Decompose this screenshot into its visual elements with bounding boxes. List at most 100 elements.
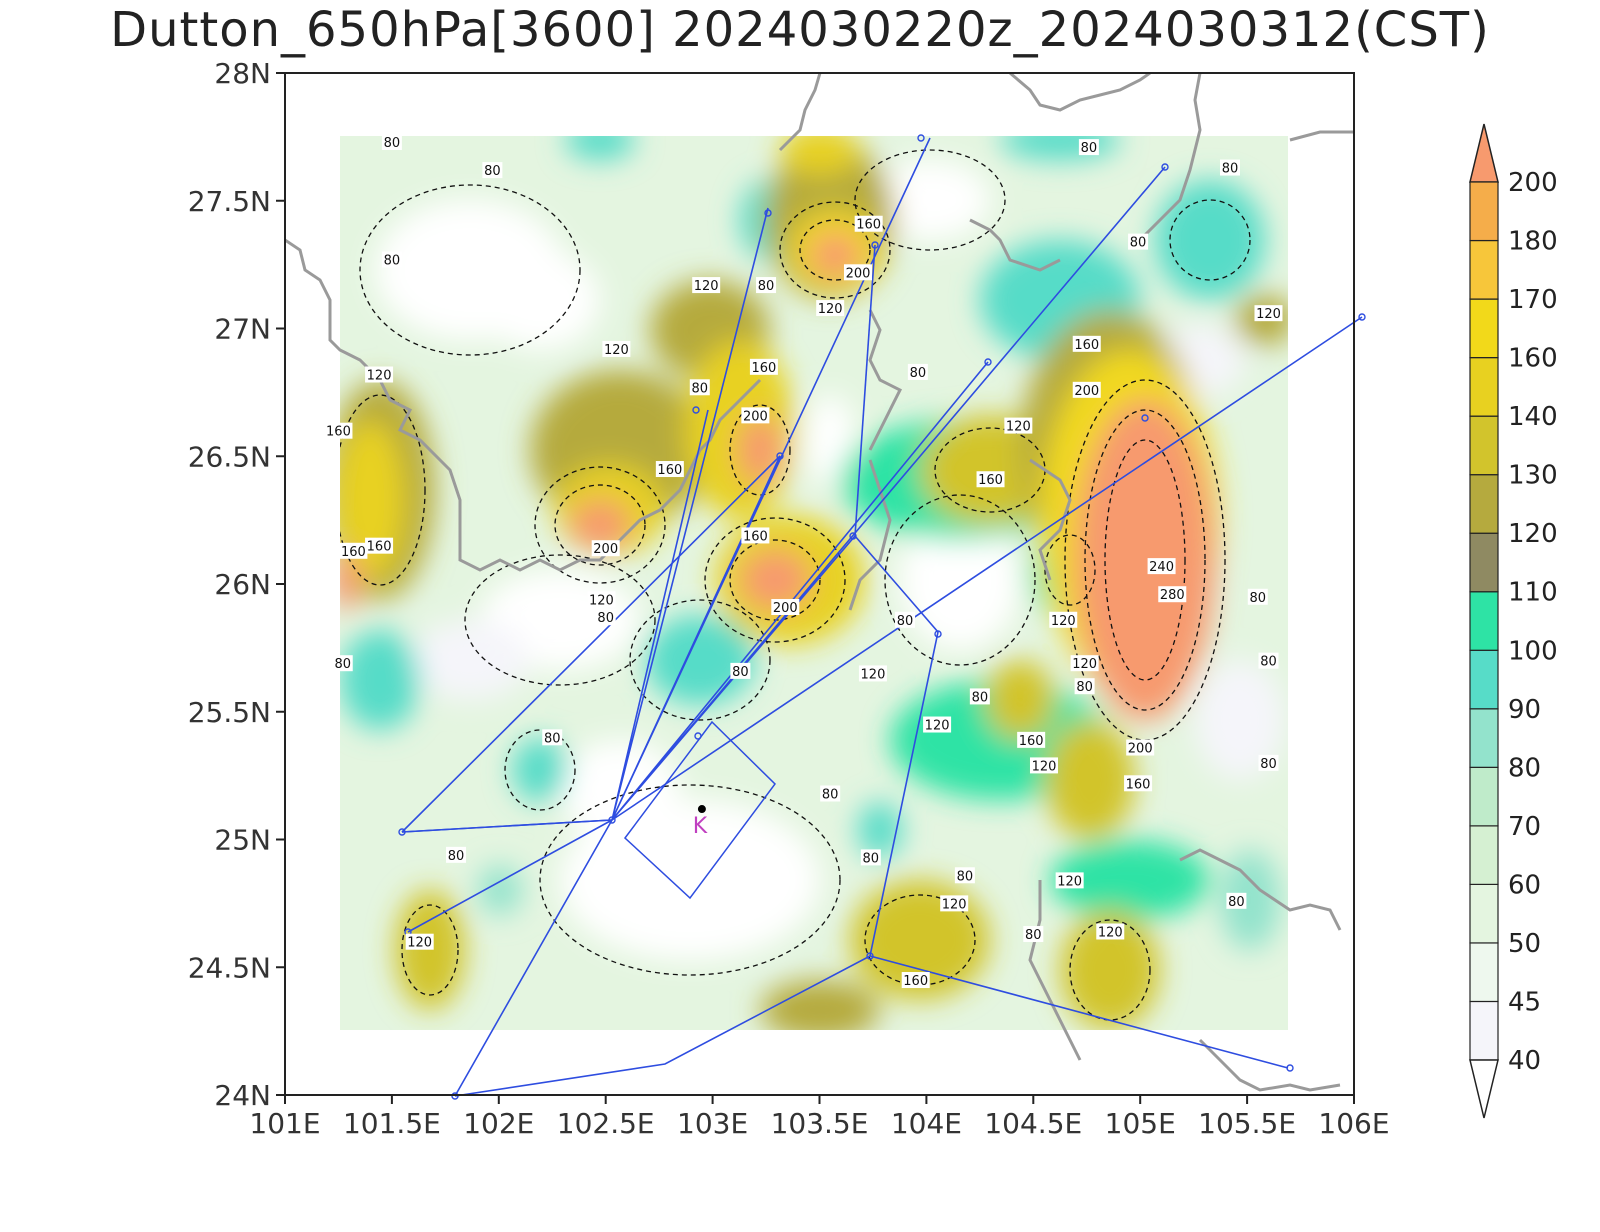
contour-label: 120 bbox=[925, 719, 950, 734]
x-tick-label: 103E bbox=[677, 1107, 748, 1140]
contour-label: 80 bbox=[484, 164, 501, 179]
contour-label-bg bbox=[1074, 678, 1095, 695]
contour-label-bg bbox=[1124, 775, 1153, 792]
contour-label: 120 bbox=[861, 667, 886, 682]
y-tick-label: 24.5N bbox=[188, 951, 271, 984]
colorbar-label: 90 bbox=[1508, 695, 1541, 725]
colorbar-segment bbox=[1469, 883, 1499, 944]
contour-label-bg bbox=[1096, 923, 1125, 940]
colorbar-label: 70 bbox=[1508, 812, 1541, 842]
contour-label: 80 bbox=[1076, 680, 1093, 695]
contour-label: 240 bbox=[1149, 560, 1174, 575]
contour-label: 80 bbox=[972, 690, 989, 705]
x-tick-label: 101E bbox=[249, 1107, 320, 1140]
contour-label-bg bbox=[591, 540, 620, 557]
contour-label: 80 bbox=[822, 788, 839, 803]
x-tick-label: 104E bbox=[891, 1107, 962, 1140]
colorbar-label: 200 bbox=[1508, 168, 1558, 198]
contour-label: 280 bbox=[1160, 588, 1185, 603]
contour-label: 80 bbox=[448, 849, 465, 864]
contour-label-bg bbox=[976, 471, 1005, 488]
y-tick-label: 26N bbox=[214, 568, 271, 601]
contour-label-bg bbox=[730, 662, 751, 679]
contour-label-bg bbox=[1072, 381, 1101, 398]
contour-label: 200 bbox=[846, 266, 871, 281]
contour-label-bg bbox=[1004, 417, 1033, 434]
contour-label-bg bbox=[324, 422, 353, 439]
colorbar-segment bbox=[1469, 239, 1499, 300]
contour-labels: 80 80 80 120 160 160 160 80 120 120 80 80 160 200 160 2… bbox=[324, 133, 1283, 989]
contour-label: 80 bbox=[758, 279, 775, 294]
colorbar-bottom-arrow bbox=[1469, 1059, 1499, 1119]
colorbar-segment bbox=[1469, 474, 1499, 534]
contour-label-bg bbox=[1254, 305, 1283, 322]
contour-label-bg bbox=[816, 300, 845, 317]
colorbar-segment bbox=[1469, 591, 1499, 651]
contour-label-bg bbox=[332, 655, 353, 672]
contour-label: 80 bbox=[1228, 895, 1245, 910]
x-tick-label: 106E bbox=[1318, 1107, 1389, 1140]
contour-label-bg bbox=[923, 716, 952, 733]
contour-label: 80 bbox=[1260, 655, 1277, 670]
contour-label-bg bbox=[595, 609, 616, 626]
contour-label-bg bbox=[1226, 892, 1247, 909]
contour-label-bg bbox=[907, 363, 928, 380]
contour-label: 80 bbox=[1081, 141, 1098, 156]
contour-label-bg bbox=[940, 895, 969, 912]
contour-label-bg bbox=[542, 729, 563, 746]
contour-label-bg bbox=[1072, 335, 1101, 352]
colorbar-segment bbox=[1469, 942, 1499, 1003]
colorbar-segment bbox=[1469, 532, 1499, 593]
contour-label-bg bbox=[858, 665, 887, 682]
contour-label-bg bbox=[969, 688, 990, 705]
station-dot bbox=[697, 805, 706, 814]
contour-label-bg bbox=[1070, 655, 1099, 672]
contour-label-bg bbox=[901, 972, 930, 989]
contour-label-bg bbox=[381, 133, 402, 150]
x-tick-label: 104.5E bbox=[984, 1107, 1082, 1140]
contour-label: 160 bbox=[657, 463, 682, 478]
contour-label-bg bbox=[741, 407, 770, 424]
x-tick-label: 103.5E bbox=[771, 1107, 869, 1140]
colorbar-label: 40 bbox=[1508, 1046, 1541, 1076]
contour-label: 80 bbox=[597, 611, 614, 626]
colorbar-segment bbox=[1469, 825, 1499, 885]
colorbar-segment bbox=[1469, 181, 1499, 242]
contour-label-bg bbox=[756, 277, 777, 294]
y-tick-label: 27.5N bbox=[188, 185, 271, 218]
contour-label: 160 bbox=[1019, 734, 1044, 749]
contour-label: 80 bbox=[384, 254, 401, 269]
contour-label: 200 bbox=[593, 542, 618, 557]
contour-label: 120 bbox=[1057, 874, 1082, 889]
trajectory-lines bbox=[401, 137, 1363, 1097]
contour-label-bg bbox=[365, 537, 394, 554]
contour-label: 120 bbox=[1032, 759, 1057, 774]
contour-label: 120 bbox=[818, 302, 843, 317]
colorbar-label: 140 bbox=[1508, 402, 1558, 432]
x-axis: 101E 101.5E 102E 102.5E 103E 103.5E 104E 104.5E… bbox=[249, 1095, 1390, 1140]
contour-label-bg bbox=[741, 527, 770, 544]
contour-label: 160 bbox=[751, 361, 776, 376]
contour-label: 120 bbox=[367, 368, 392, 383]
trajectory-markers bbox=[398, 134, 1366, 1100]
contour-label-bg bbox=[1049, 611, 1078, 628]
contour-label: 80 bbox=[1130, 236, 1147, 251]
contour-label: 160 bbox=[903, 974, 928, 989]
station-label: K bbox=[693, 814, 708, 839]
colorbar-label: 170 bbox=[1508, 285, 1558, 315]
contour-label: 120 bbox=[942, 897, 967, 912]
contour-label: 160 bbox=[743, 529, 768, 544]
contour-label: 80 bbox=[384, 136, 401, 151]
colorbar-label: 45 bbox=[1508, 987, 1541, 1017]
contour-label-bg bbox=[1158, 586, 1187, 603]
x-tick-label: 101.5E bbox=[343, 1107, 441, 1140]
contour-label: 160 bbox=[367, 540, 392, 555]
contour-label: 80 bbox=[1250, 591, 1267, 606]
colorbar-label: 120 bbox=[1508, 519, 1558, 549]
contour-label: 160 bbox=[1074, 338, 1099, 353]
y-tick-label: 25.5N bbox=[188, 696, 271, 729]
colorbar-segment bbox=[1469, 357, 1499, 417]
contour-label-bg bbox=[1055, 872, 1084, 889]
colorbar-label: 130 bbox=[1508, 461, 1558, 491]
